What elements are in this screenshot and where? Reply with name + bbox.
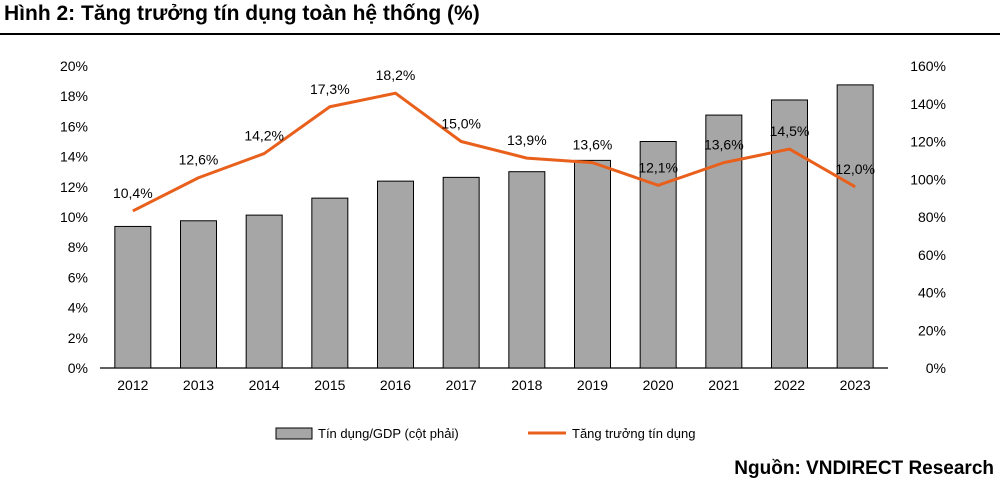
line-data-label: 12,1%	[638, 159, 678, 175]
growth-line	[132, 91, 856, 213]
x-tick-label: 2020	[643, 377, 674, 393]
bar	[574, 159, 611, 369]
x-tick-label: 2017	[446, 377, 477, 393]
right-axis: 0% 20% 40% 60% 80% 100% 120% 140% 160%	[910, 58, 946, 376]
left-tick-label: 8%	[68, 239, 88, 255]
right-tick-label: 0%	[926, 360, 946, 376]
right-tick-label: 140%	[910, 96, 946, 112]
title-divider	[0, 33, 1000, 35]
bar	[245, 214, 283, 369]
bar	[836, 84, 874, 369]
line-data-label: 13,6%	[573, 137, 613, 153]
x-tick-label: 2016	[380, 377, 411, 393]
left-tick-label: 12%	[60, 179, 88, 195]
bar	[311, 197, 349, 369]
left-tick-label: 16%	[60, 118, 88, 134]
left-tick-label: 6%	[68, 269, 88, 285]
left-axis: 0% 2% 4% 6% 8% 10% 12% 14% 16% 18% 20%	[60, 58, 88, 376]
x-tick-label: 2015	[314, 377, 345, 393]
left-tick-label: 0%	[68, 360, 88, 376]
line-data-label: 12,0%	[835, 161, 875, 177]
left-tick-label: 2%	[68, 330, 88, 346]
bar	[639, 141, 677, 369]
bar	[180, 220, 217, 369]
bar	[114, 225, 152, 369]
bar	[508, 171, 546, 369]
right-tick-label: 60%	[918, 247, 946, 263]
line-data-label: 12,6%	[179, 152, 219, 168]
line-data-label: 10,4%	[113, 185, 153, 201]
x-axis: 2012 2013 2014 2015 2016 2017 2018 2019 2020 2021…	[117, 377, 871, 393]
line-data-labels: 10,4% 12,6% 14,2% 17,3% 18,2% 15,0% 13,9% 13,6%…	[113, 67, 875, 201]
legend-bar-swatch	[275, 427, 313, 440]
bar	[771, 99, 808, 369]
legend-line-label: Tăng trưởng tín dụng	[572, 426, 695, 441]
line-data-label: 14,2%	[244, 128, 284, 144]
left-tick-label: 4%	[68, 300, 88, 316]
x-tick-label: 2022	[774, 377, 805, 393]
left-tick-label: 10%	[60, 209, 88, 225]
source-note: Nguồn: VNDIRECT Research	[734, 458, 994, 479]
x-tick-label: 2019	[577, 377, 608, 393]
bar-series	[114, 84, 874, 369]
bar	[377, 180, 414, 369]
x-tick-label: 2021	[708, 377, 739, 393]
x-tick-label: 2012	[117, 377, 148, 393]
line-data-label: 13,6%	[704, 137, 744, 153]
bar	[442, 176, 480, 369]
legend: Tín dụng/GDP (cột phải) Tăng trưởng tín …	[275, 426, 695, 441]
line-data-label: 13,9%	[507, 132, 547, 148]
right-tick-label: 160%	[910, 58, 946, 74]
left-tick-label: 14%	[60, 149, 88, 165]
line-data-label: 18,2%	[376, 67, 416, 83]
x-tick-label: 2023	[840, 377, 871, 393]
x-tick-label: 2018	[511, 377, 542, 393]
right-tick-label: 40%	[918, 285, 946, 301]
bar	[705, 114, 743, 369]
line-data-label: 17,3%	[310, 81, 350, 97]
line-data-label: 15,0%	[441, 116, 481, 132]
left-tick-label: 20%	[60, 58, 88, 74]
x-tick-label: 2013	[183, 377, 214, 393]
right-tick-label: 100%	[910, 171, 946, 187]
chart-title: Hình 2: Tăng trưởng tín dụng toàn hệ thố…	[4, 2, 480, 25]
x-tick-label: 2014	[249, 377, 280, 393]
right-tick-label: 20%	[918, 322, 946, 338]
legend-bar-label: Tín dụng/GDP (cột phải)	[318, 426, 459, 441]
right-tick-label: 120%	[910, 134, 946, 150]
right-tick-label: 80%	[918, 209, 946, 225]
line-data-label: 14,5%	[770, 123, 810, 139]
left-tick-label: 18%	[60, 88, 88, 104]
